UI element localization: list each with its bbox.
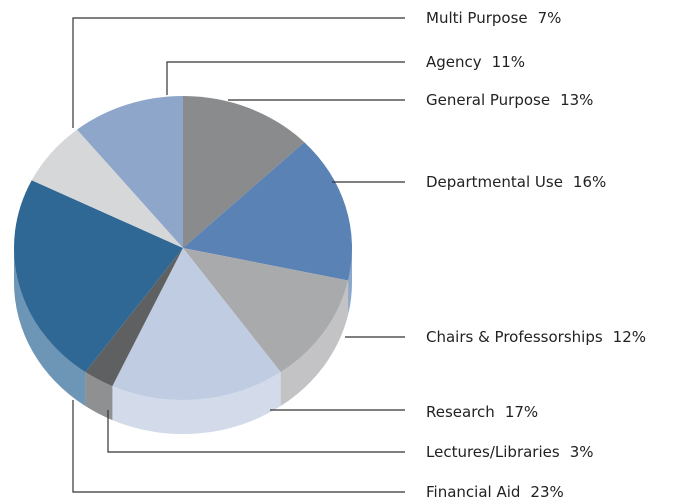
value-label: 17% <box>505 403 538 421</box>
slice-label: General Purpose 13% <box>426 91 593 109</box>
slice-side-shade <box>14 248 86 407</box>
slice-label: Multi Purpose 7% <box>426 9 561 27</box>
slice <box>183 142 352 281</box>
value-label: 23% <box>530 483 563 501</box>
category-label: Chairs & Professorships <box>426 328 603 346</box>
category-label: Agency <box>426 53 482 71</box>
value-label: 7% <box>538 9 562 27</box>
slice <box>14 180 183 373</box>
slice-side-shade <box>280 280 349 407</box>
value-label: 16% <box>573 173 606 191</box>
slice-label: Departmental Use 16% <box>426 173 606 191</box>
category-label: Lectures/Libraries <box>426 443 560 461</box>
slice <box>112 248 281 400</box>
slice-label: Lectures/Libraries 3% <box>426 443 593 461</box>
category-label: Financial Aid <box>426 483 520 501</box>
slice-label: Research 17% <box>426 403 538 421</box>
slice-label: Agency 11% <box>426 53 525 71</box>
leader-line <box>166 61 405 95</box>
slice <box>183 248 349 373</box>
slice-label: Chairs & Professorships 12% <box>426 328 646 346</box>
leader-line <box>107 410 405 453</box>
leader-line <box>72 400 405 493</box>
slice-side-shade <box>348 248 352 315</box>
slice <box>183 96 305 248</box>
slice-side <box>348 248 352 315</box>
slice-side <box>280 280 349 407</box>
value-label: 13% <box>560 91 593 109</box>
slice-side <box>14 248 86 407</box>
slice-label: Financial Aid 23% <box>426 483 564 501</box>
leader-line <box>72 17 405 128</box>
category-label: Multi Purpose <box>426 9 528 27</box>
slice-side <box>112 372 281 434</box>
slice-side-shade <box>85 372 113 421</box>
slice-side-shade <box>112 372 281 434</box>
value-label: 12% <box>613 328 646 346</box>
slice <box>77 96 183 248</box>
category-label: General Purpose <box>426 91 550 109</box>
slice <box>85 248 183 387</box>
category-label: Departmental Use <box>426 173 563 191</box>
slice <box>31 129 183 248</box>
value-label: 3% <box>570 443 594 461</box>
category-label: Research <box>426 403 495 421</box>
slice-side <box>85 372 113 421</box>
value-label: 11% <box>492 53 525 71</box>
